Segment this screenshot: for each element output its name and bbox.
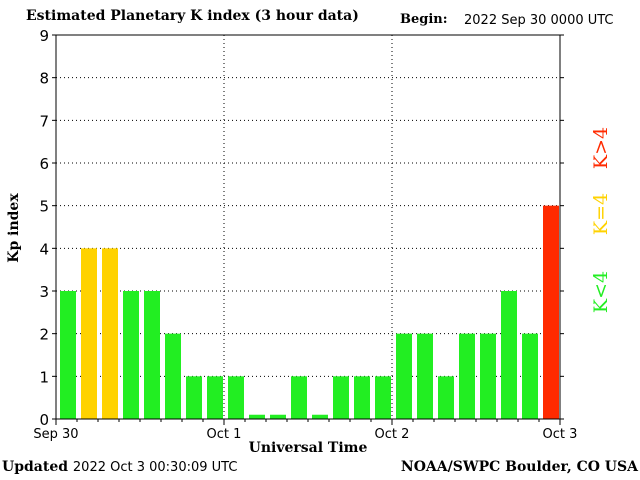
source-footer: NOAA/SWPC Boulder, CO USA [400, 459, 638, 475]
kp-bar [375, 376, 391, 419]
kp-bar [438, 376, 454, 419]
kp-bar [417, 333, 433, 419]
legend-equal-4: K=4 [590, 192, 612, 236]
kp-bar [396, 333, 412, 419]
kp-bar [354, 376, 370, 419]
kp-bar [249, 414, 265, 419]
kp-bar [165, 333, 181, 419]
x-tick-label: Oct 2 [375, 427, 410, 442]
kp-bar [333, 376, 349, 419]
updated-value: 2022 Oct 3 00:30:09 UTC [72, 460, 238, 475]
y-tick-label: 9 [39, 27, 49, 45]
legend-above-4: K>4 [590, 126, 612, 170]
begin-value: 2022 Sep 30 0000 UTC [464, 13, 614, 28]
x-tick-label: Oct 1 [207, 427, 242, 442]
y-tick-label: 1 [39, 368, 49, 386]
y-tick-label: 2 [39, 326, 49, 344]
kp-bar [60, 291, 76, 419]
y-tick-label: 5 [39, 198, 49, 216]
x-tick-label: Oct 3 [543, 427, 578, 442]
begin-label: Begin: [400, 12, 448, 27]
kp-bar [312, 414, 328, 419]
kp-bar [228, 376, 244, 419]
kp-bar [480, 333, 496, 419]
y-tick-label: 8 [39, 70, 49, 88]
chart-title: Estimated Planetary K index (3 hour data… [26, 8, 359, 24]
legend-below-4: K<4 [590, 270, 612, 314]
kp-bar [522, 333, 538, 419]
y-tick-label: 4 [39, 240, 49, 258]
kp-bar [459, 333, 475, 419]
y-tick-label: 0 [39, 411, 49, 429]
kp-bar [102, 248, 118, 419]
kp-bar [501, 291, 517, 419]
kp-bar [207, 376, 223, 419]
updated-label: Updated [2, 459, 69, 475]
y-tick-label: 3 [39, 283, 49, 301]
kp-bar [81, 248, 97, 419]
kp-bar [123, 291, 139, 419]
updated-footer: Updated 2022 Oct 3 00:30:09 UTC [2, 459, 237, 475]
y-tick-label: 7 [39, 112, 49, 130]
kp-bar [543, 205, 559, 419]
kp-bar [270, 414, 286, 419]
x-axis-label: Universal Time [248, 440, 368, 456]
kp-bar [291, 376, 307, 419]
kp-bar [186, 376, 202, 419]
kp-bar [144, 291, 160, 419]
x-tick-label: Sep 30 [33, 427, 78, 442]
y-tick-label: 6 [39, 155, 49, 173]
